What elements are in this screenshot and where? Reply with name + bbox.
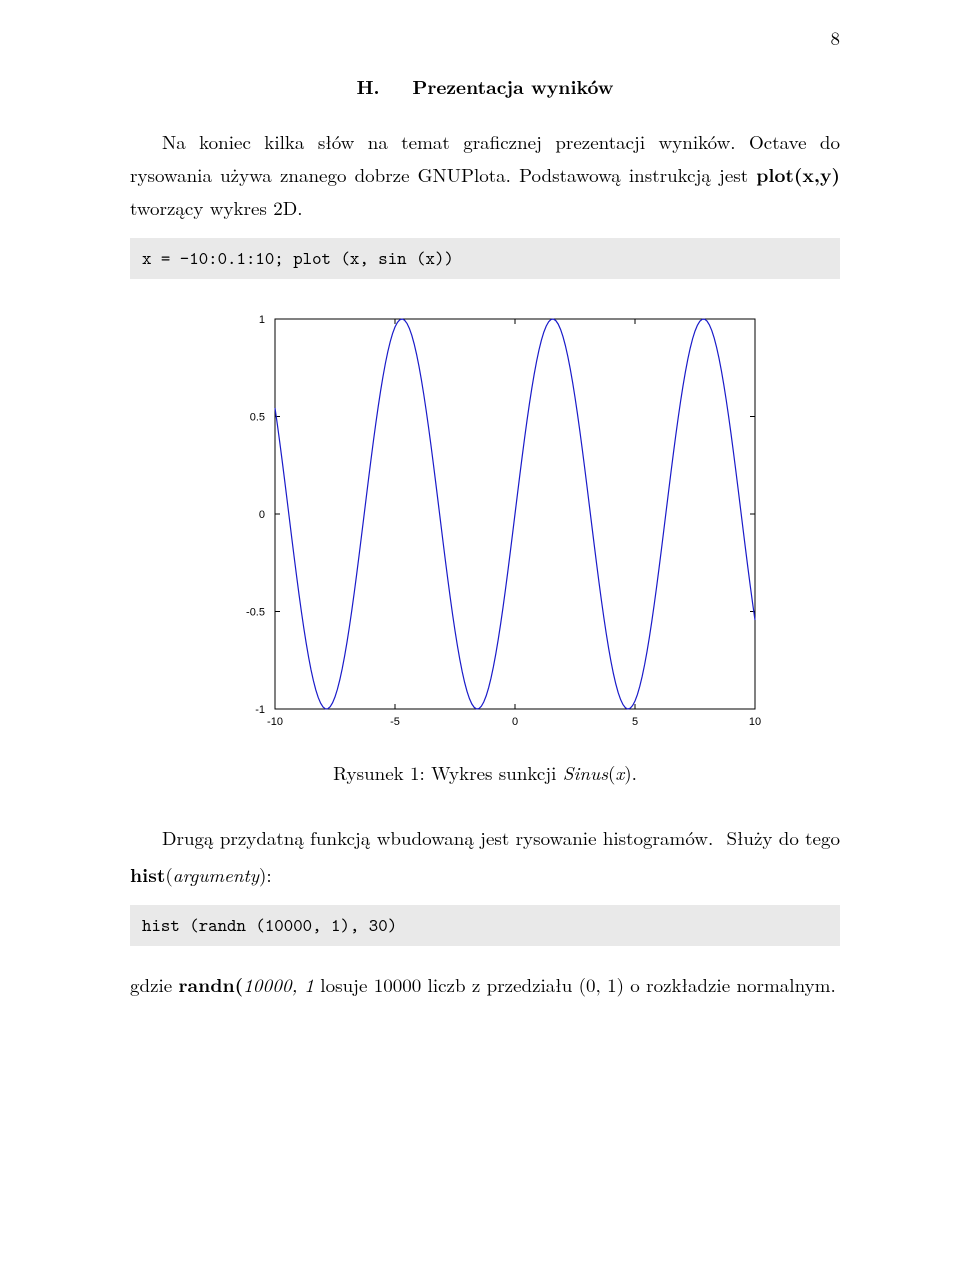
svg-text:0.5: 0.5 xyxy=(250,411,265,423)
svg-text:5: 5 xyxy=(632,716,638,728)
section-label: H. xyxy=(356,72,379,100)
inline-italic: 10000, 1 xyxy=(243,971,314,998)
svg-text:-10: -10 xyxy=(267,716,283,728)
inline-bold: plot(x,y) xyxy=(756,160,840,188)
svg-text:0: 0 xyxy=(512,716,518,728)
page-number: 8 xyxy=(830,24,840,51)
text-span: Na koniec kilka słów na temat graficznej… xyxy=(130,128,840,188)
inline-bold: hist xyxy=(130,860,165,888)
text-span: Służy do tego xyxy=(726,822,840,854)
svg-text:1: 1 xyxy=(259,314,265,326)
text-span: tworzący wykres 2D. xyxy=(130,194,303,221)
section-heading: H. Prezentacja wyników xyxy=(130,72,840,100)
svg-text:10: 10 xyxy=(749,716,761,728)
code-block-hist: hist (randn (10000, 1), 30) xyxy=(130,905,840,946)
text-span: losuje 10000 liczb z przedziału (0, 1) o… xyxy=(314,971,836,998)
svg-text:-1: -1 xyxy=(255,704,265,716)
sine-chart: -1 -0.5 0 0.5 1 -10 -5 0 5 10 xyxy=(205,301,765,741)
svg-text:-0.5: -0.5 xyxy=(246,606,265,618)
caption-text: Rysunek 1: Wykres sunkcji xyxy=(333,759,563,786)
page: 8 H. Prezentacja wyników Na koniec kilka… xyxy=(0,0,960,1055)
text-span: ): xyxy=(259,861,272,888)
text-span: ( xyxy=(165,861,172,888)
inline-bold: randn( xyxy=(179,970,244,998)
svg-text:0: 0 xyxy=(259,509,265,521)
caption-text: ). xyxy=(624,759,637,786)
figure-wrap: -1 -0.5 0 0.5 1 -10 -5 0 5 10 xyxy=(130,301,840,741)
paragraph-hist-cmd: hist(argumenty): xyxy=(130,858,840,891)
text-span: Drugą przydatną funkcją wbudowaną jest r… xyxy=(130,822,713,854)
text-span: gdzie xyxy=(130,971,179,998)
svg-text:-5: -5 xyxy=(390,716,400,728)
code-block-plot: x = -10:0.1:10; plot (x, sin (x)) xyxy=(130,238,840,279)
paragraph-hist: Drugą przydatną funkcją wbudowaną jest r… xyxy=(130,822,840,854)
inline-italic: argumenty xyxy=(173,861,259,888)
section-title: Prezentacja wyników xyxy=(412,72,613,100)
paragraph-intro: Na koniec kilka słów na temat graficznej… xyxy=(130,126,840,224)
figure-caption: Rysunek 1: Wykres sunkcji Sinus(x). xyxy=(130,759,840,786)
paragraph-randn: gdzie randn(10000, 1 losuje 10000 liczb … xyxy=(130,968,840,1001)
caption-italic: Sinus xyxy=(563,759,608,786)
caption-italic: x xyxy=(615,759,624,786)
